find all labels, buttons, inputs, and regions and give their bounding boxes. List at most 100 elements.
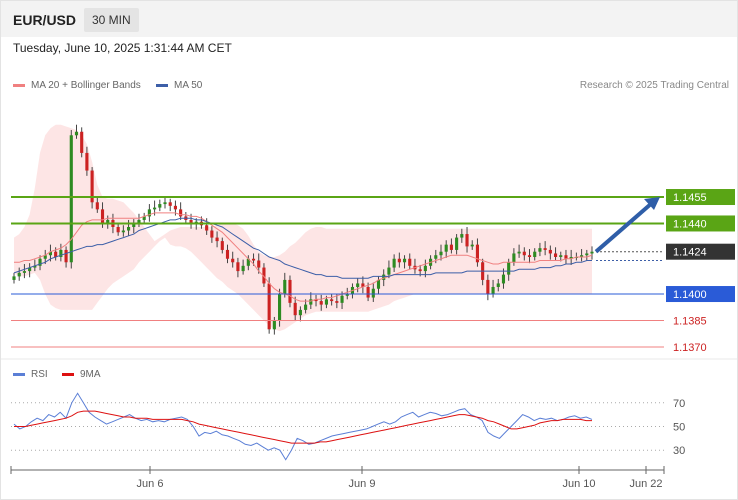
candle-body <box>43 255 47 259</box>
candle-body <box>397 258 401 263</box>
candle-body <box>449 244 453 250</box>
candle-body <box>501 274 506 284</box>
candle-body <box>59 249 63 257</box>
candle-body <box>225 249 230 259</box>
legend-ma20: MA 20 + Bollinger Bands <box>13 80 141 91</box>
last-price-tag <box>666 243 735 260</box>
candle-body <box>517 251 521 254</box>
rsi-layer: 70 50 30 <box>11 392 685 461</box>
rsi-tick-label: 70 <box>673 398 685 410</box>
bollinger-band-area <box>14 124 592 332</box>
candles-layer <box>12 124 594 335</box>
candle-body <box>356 283 360 287</box>
candle-body <box>283 279 287 295</box>
candle-body <box>236 262 240 272</box>
candle-body <box>543 248 547 250</box>
chart-datetime: Tuesday, June 10, 2025 1:31:44 AM CET <box>13 41 232 55</box>
candle-body <box>293 302 297 316</box>
candle-body <box>512 253 516 263</box>
candle-body <box>95 202 99 210</box>
candle-body <box>173 205 177 210</box>
legend-ma50: MA 50 <box>156 80 202 91</box>
rsi-legend-label: RSI <box>31 369 48 380</box>
ma50-swatch-icon <box>156 84 168 87</box>
candle-body <box>278 294 282 321</box>
copyright-notice: Research © 2025 Trading Central <box>579 80 729 91</box>
candle-body <box>298 309 302 316</box>
candle-body <box>74 131 79 136</box>
candle-body <box>423 265 427 272</box>
candle-body <box>455 237 459 250</box>
candle-body <box>231 258 235 263</box>
candle-body <box>340 295 344 303</box>
candle-body <box>210 230 214 238</box>
candle-body <box>262 267 266 284</box>
candle-body <box>392 258 396 268</box>
candle-body <box>402 258 407 263</box>
candle-body <box>309 299 313 305</box>
x-axis-tick-label: Jun 6 <box>137 478 164 490</box>
candle-body <box>465 234 469 247</box>
ma50-line <box>13 217 592 279</box>
candle-body <box>434 255 438 259</box>
candle-body <box>205 225 209 231</box>
candle-body <box>17 272 21 277</box>
last-price-label: 1.1424 <box>673 247 707 259</box>
candle-body <box>366 286 370 298</box>
rsi-ma-legend-label: 9MA <box>80 369 101 380</box>
candle-body <box>220 241 224 250</box>
candle-body <box>590 251 594 254</box>
forecast-arrowhead-icon <box>644 197 660 211</box>
support-price-tag <box>666 286 735 303</box>
ma50-legend-label: MA 50 <box>174 80 203 91</box>
candle-body <box>444 244 448 252</box>
candle-body <box>553 253 558 257</box>
candle-body <box>319 301 323 305</box>
symbol-label: EUR/USD <box>13 12 77 28</box>
candle-body <box>580 255 584 257</box>
candle-body <box>48 251 53 256</box>
candle-body <box>361 283 365 287</box>
candle-body <box>507 262 511 275</box>
legend-rsi: RSI <box>13 369 48 380</box>
resistance-price-tag <box>666 189 735 206</box>
candle-body <box>257 260 261 268</box>
candle-body <box>33 265 37 268</box>
x-axis-tick-label: Jun 10 <box>562 478 595 490</box>
minor-support-price-label: 1.1385 <box>673 315 707 327</box>
candle-body <box>69 135 73 263</box>
moving-averages-layer <box>13 212 593 302</box>
candle-body <box>533 251 537 257</box>
candle-body <box>28 267 32 272</box>
candle-body <box>121 230 125 233</box>
candle-body <box>142 216 146 220</box>
candle-body <box>163 202 167 205</box>
candle-body <box>470 244 474 247</box>
x-axis-tick-label: Jun 9 <box>349 478 376 490</box>
candle-body <box>179 209 183 217</box>
candle-body <box>475 244 480 263</box>
candle-body <box>251 258 256 261</box>
candle-body <box>376 279 381 289</box>
candle-body <box>168 202 172 206</box>
candle-body <box>314 299 318 302</box>
candle-body <box>22 271 26 273</box>
candle-body <box>324 299 328 305</box>
candle-body <box>90 170 94 203</box>
candle-body <box>371 288 375 298</box>
forecast-arrow-icon <box>594 201 654 254</box>
rsi-ma-line <box>14 410 592 444</box>
resistance-price-label: 1.1440 <box>673 218 707 230</box>
candle-body <box>132 223 136 227</box>
candle-body <box>330 299 334 302</box>
rsi-tick-label: 30 <box>673 445 685 457</box>
bollinger-bands-layer <box>14 124 592 332</box>
ma20-legend-label: MA 20 + Bollinger Bands <box>31 80 141 91</box>
candle-body <box>54 251 58 257</box>
timeframe-selector[interactable]: 30 MIN <box>84 8 139 32</box>
candle-body <box>538 248 542 252</box>
candle-body <box>585 253 589 256</box>
minor-support-price-label: 1.1370 <box>673 342 707 354</box>
candle-body <box>527 255 532 257</box>
